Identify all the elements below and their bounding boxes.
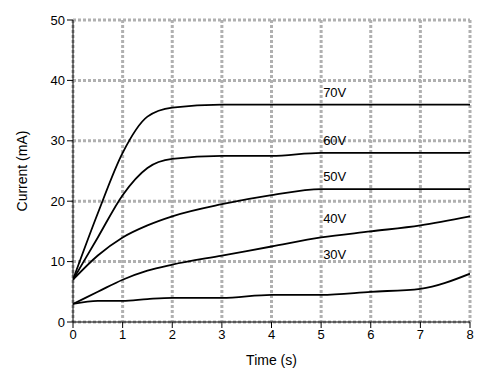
svg-text:0: 0	[69, 327, 76, 342]
svg-text:10: 10	[51, 254, 65, 269]
svg-text:Time (s): Time (s)	[246, 352, 297, 368]
svg-text:0: 0	[58, 315, 65, 330]
svg-text:50: 50	[51, 13, 65, 28]
svg-text:40V: 40V	[323, 211, 346, 226]
svg-text:1: 1	[119, 327, 126, 342]
svg-text:70V: 70V	[323, 85, 346, 100]
svg-text:30: 30	[51, 133, 65, 148]
svg-text:20: 20	[51, 194, 65, 209]
svg-text:60V: 60V	[323, 133, 346, 148]
svg-text:40: 40	[51, 73, 65, 88]
svg-text:8: 8	[466, 327, 473, 342]
svg-text:7: 7	[417, 327, 424, 342]
svg-text:3: 3	[218, 327, 225, 342]
svg-text:50V: 50V	[323, 169, 346, 184]
svg-text:2: 2	[169, 327, 176, 342]
svg-text:6: 6	[367, 327, 374, 342]
svg-text:30V: 30V	[323, 247, 346, 262]
svg-text:5: 5	[318, 327, 325, 342]
svg-text:4: 4	[268, 327, 275, 342]
svg-text:Current (mA): Current (mA)	[14, 131, 30, 212]
